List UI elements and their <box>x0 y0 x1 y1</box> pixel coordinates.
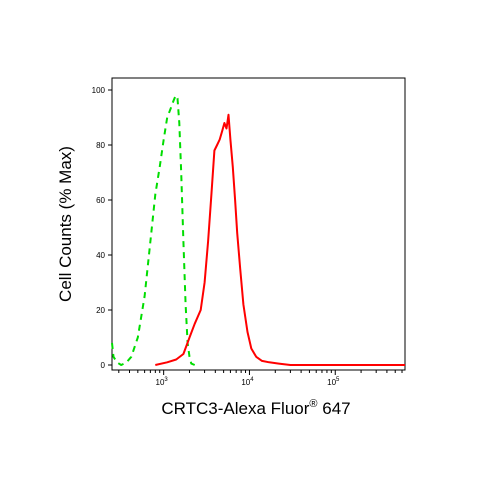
y-axis-title: Cell Counts (% Max) <box>56 146 75 302</box>
x-axis-title-superscript: ® <box>309 398 317 410</box>
y-tick-label: 0 <box>101 361 106 370</box>
x-axis-title: CRTC3-Alexa Fluor® 647 <box>161 398 350 418</box>
y-tick-label: 60 <box>96 196 105 205</box>
y-axis: 0 20 40 60 80 100 <box>92 86 112 370</box>
series-group <box>111 94 405 366</box>
x-tick-label: 104 <box>241 377 254 387</box>
plot-frame <box>111 77 406 371</box>
x-axis-title-suffix: 647 <box>318 399 351 418</box>
x-tick-label: 103 <box>156 377 169 387</box>
x-tick-label: 105 <box>327 377 340 387</box>
sample-series-line <box>155 113 405 366</box>
y-tick-label: 80 <box>96 141 105 150</box>
x-axis: 103 104 105 <box>118 370 403 387</box>
y-tick-label: 100 <box>92 86 106 95</box>
y-tick-label: 40 <box>96 251 105 260</box>
y-tick-label: 20 <box>96 306 105 315</box>
x-axis-title-main: CRTC3-Alexa Fluor <box>161 399 309 418</box>
control-series-line <box>111 94 196 366</box>
